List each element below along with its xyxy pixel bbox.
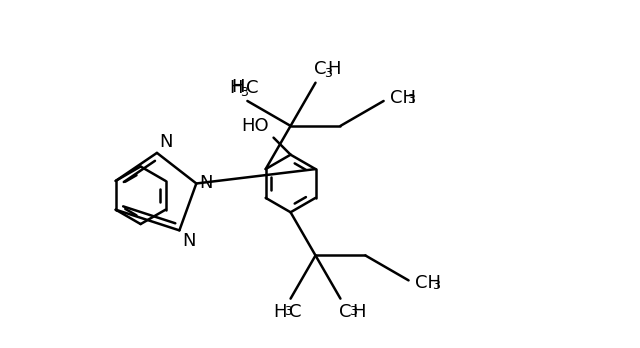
Text: HO: HO: [242, 117, 269, 135]
Text: H: H: [273, 303, 286, 321]
Text: N: N: [199, 174, 212, 192]
Text: C: C: [339, 303, 351, 321]
Text: CH: CH: [415, 275, 440, 292]
Text: C: C: [289, 303, 301, 321]
Text: CH: CH: [390, 89, 416, 107]
Text: 3: 3: [284, 305, 291, 318]
Text: H: H: [353, 303, 366, 321]
Text: 3: 3: [324, 67, 332, 80]
Text: C: C: [246, 79, 259, 97]
Text: H: H: [328, 61, 341, 78]
Text: H: H: [231, 78, 244, 96]
Text: N: N: [182, 232, 195, 250]
Text: C: C: [314, 61, 326, 78]
Text: 3: 3: [349, 305, 356, 318]
Text: 3: 3: [407, 93, 415, 106]
Text: N: N: [159, 133, 173, 151]
Text: 3: 3: [241, 86, 248, 98]
Text: H: H: [230, 79, 243, 97]
Text: 3: 3: [431, 279, 440, 292]
